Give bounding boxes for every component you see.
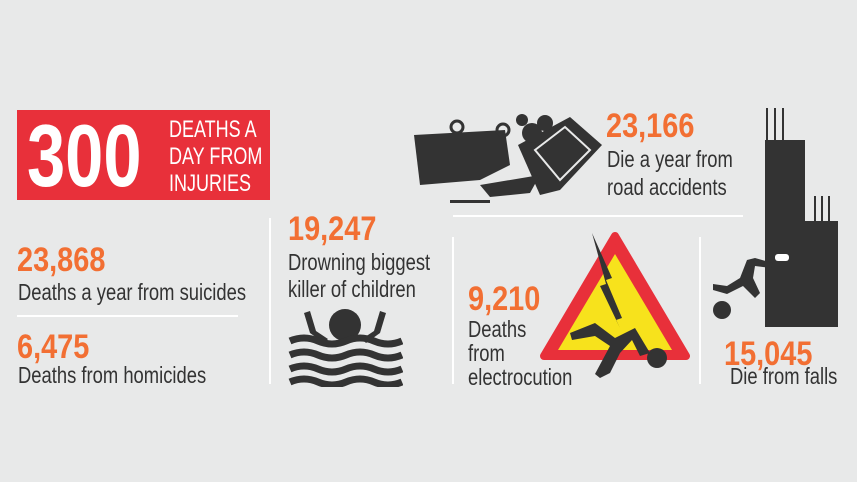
headline-number: 300: [27, 106, 142, 205]
headline-line-3: INJURIES: [169, 170, 252, 197]
divider: [269, 218, 271, 384]
drowning-label-1: Drowning biggest: [288, 249, 431, 275]
suicides-value: 23,868: [17, 241, 106, 279]
divider: [453, 215, 743, 217]
falls-value: 15,045: [724, 335, 813, 373]
homicides-value: 6,475: [17, 328, 90, 366]
homicides-label: Deaths from homicides: [18, 362, 207, 388]
electrocution-label-1: Deaths: [468, 316, 527, 342]
drowning-value: 19,247: [288, 210, 377, 248]
drowning-icon: [288, 309, 403, 387]
drowning-label-2: killer of children: [288, 276, 416, 302]
falling-building-icon: [713, 108, 838, 327]
headline-box: 300 DEATHS A DAY FROM INJURIES: [17, 110, 270, 200]
falls-label: Die from falls: [730, 363, 838, 389]
road-label-2: road accidents: [607, 174, 727, 200]
divider: [699, 237, 701, 384]
divider: [17, 315, 238, 317]
suicides-label: Deaths a year from suicides: [18, 279, 247, 305]
road-label-1: Die a year from: [607, 146, 733, 172]
car-crash-icon: [414, 114, 602, 203]
electrocution-warning-icon: [540, 232, 690, 378]
electrocution-value: 9,210: [468, 280, 541, 318]
headline-line-2: DAY FROM: [169, 143, 263, 170]
electrocution-label-3: electrocution: [468, 364, 573, 390]
headline-line-1: DEATHS A: [169, 116, 257, 143]
road-value: 23,166: [606, 107, 695, 145]
electrocution-label-2: from: [468, 340, 505, 366]
divider: [452, 237, 454, 384]
